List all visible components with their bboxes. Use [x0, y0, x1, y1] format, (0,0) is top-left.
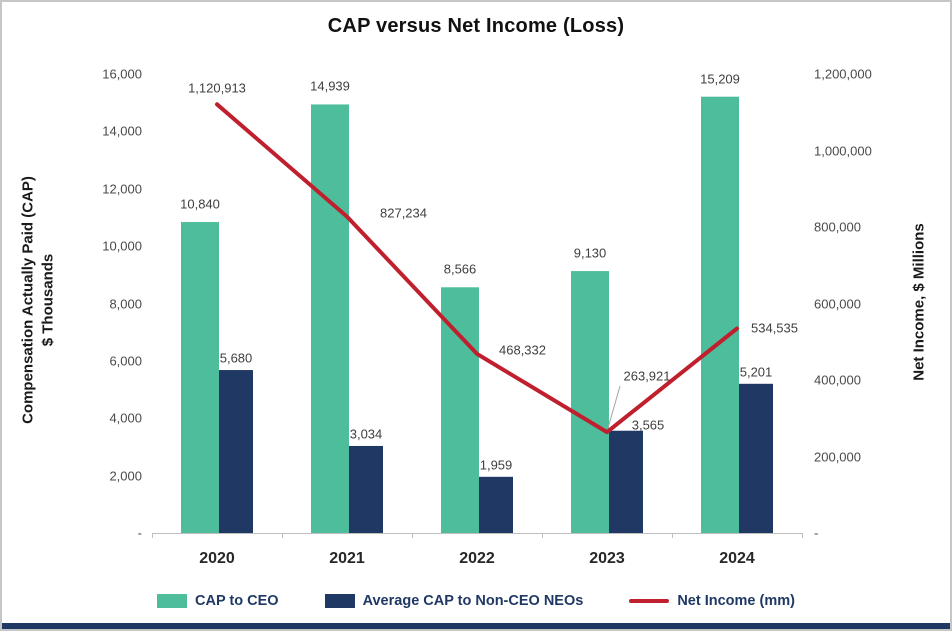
- legend-label-net-income: Net Income (mm): [677, 593, 795, 609]
- legend-label-avg-cap-non-ceo-neos: Average CAP to Non-CEO NEOs: [362, 593, 584, 609]
- bottom-accent-bar: [2, 623, 950, 629]
- legend: CAP to CEO Average CAP to Non-CEO NEOs N…: [2, 593, 950, 609]
- legend-swatch-cap-to-ceo: [157, 594, 188, 608]
- bar-cap-to-ceo-2021: [311, 104, 349, 533]
- legend-item-cap-to-ceo: CAP to CEO: [157, 593, 279, 609]
- bar-cap-to-ceo-2023: [571, 271, 609, 533]
- net-income-label-leader-line: [607, 385, 621, 429]
- bar-avg-cap-non-ceo-neos-2024: [739, 383, 773, 533]
- legend-swatch-avg-cap-non-ceo-neos: [324, 594, 355, 608]
- bar-cap-to-ceo-2022: [441, 287, 479, 533]
- legend-swatch-net-income-line: [629, 599, 670, 603]
- legend-item-net-income: Net Income (mm): [629, 593, 795, 609]
- net-income-line: [215, 102, 739, 435]
- bar-avg-cap-non-ceo-neos-2022: [479, 476, 513, 533]
- bar-avg-cap-non-ceo-neos-2023: [609, 430, 643, 533]
- chart-title: CAP versus Net Income (Loss): [327, 15, 625, 37]
- bar-avg-cap-non-ceo-neos-2021: [349, 445, 383, 533]
- bar-cap-to-ceo-2024: [701, 96, 739, 534]
- legend-item-avg-cap-non-ceo-neos: Average CAP to Non-CEO NEOs: [324, 593, 584, 609]
- bar-cap-to-ceo-2020: [181, 222, 219, 533]
- legend-label-cap-to-ceo: CAP to CEO: [195, 593, 279, 609]
- bar-avg-cap-non-ceo-neos-2020: [219, 370, 253, 533]
